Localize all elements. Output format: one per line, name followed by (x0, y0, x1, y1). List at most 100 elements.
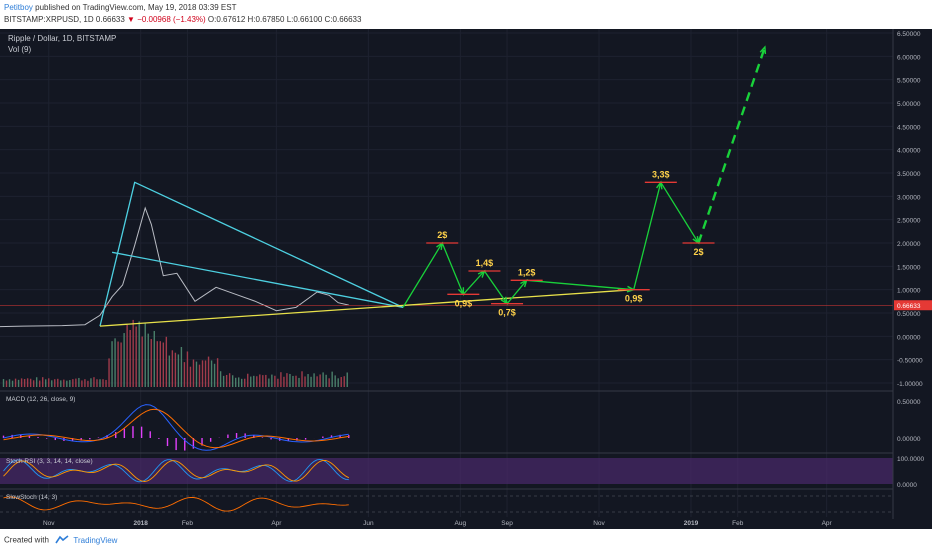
volume-bar (304, 376, 306, 387)
volume-bar (66, 380, 68, 387)
macd-hist-bar (37, 437, 39, 438)
author-link[interactable]: Petitboy (4, 3, 33, 12)
volume-bar (280, 372, 282, 387)
volume-bar (60, 380, 62, 387)
target-label: 3,3$ (652, 169, 670, 179)
macd-hist-bar (322, 436, 324, 438)
y-tick-label: -1.00000 (897, 381, 923, 388)
y-tick-label: 0.00000 (897, 334, 921, 341)
volume-bar (105, 379, 107, 387)
macd-hist-bar (123, 428, 126, 438)
macd-hist-bar (28, 435, 31, 438)
macd-hist-bar (184, 438, 186, 451)
macd-hist-bar (201, 438, 203, 446)
volume-bar (247, 373, 249, 387)
volume-bar (189, 366, 192, 387)
volume-bar (174, 352, 177, 387)
target-label: 2$ (694, 247, 704, 257)
price-tag-box (894, 300, 932, 311)
macd-hist-bar (166, 438, 169, 447)
target-label: 0,9$ (455, 298, 473, 308)
annotations: 2$ 0,9$ 1,4$ 0,7$ 1,2$ 0,9$ 3,3$ 2$ (99, 45, 767, 327)
volume-bar (186, 351, 189, 387)
tradingview-brand[interactable]: TradingView (73, 535, 118, 545)
volume-bar (265, 374, 267, 387)
volume-bar (11, 380, 14, 387)
volume-bar (228, 373, 231, 387)
macd-hist-bar (330, 435, 333, 438)
macd-hist-bar (54, 438, 56, 441)
volume-bar (81, 380, 83, 387)
volume-bar (17, 379, 20, 387)
volume-bar (117, 341, 119, 387)
high-value: H:0.67850 (247, 15, 285, 24)
volume-bar (310, 376, 312, 387)
last-price: 0.66633 (95, 15, 125, 24)
y-tick-label: 6.00000 (897, 54, 921, 61)
tradingview-logo-icon (55, 535, 69, 546)
macd-hist-bar (209, 438, 212, 442)
x-tick-label: Aug (455, 520, 467, 527)
volume-bar (26, 378, 29, 387)
volume-bar (262, 375, 264, 387)
x-tick-label: Nov (593, 520, 605, 527)
volume-bar (29, 378, 32, 387)
macd-hist-bar (140, 426, 143, 438)
volume-bar (301, 371, 303, 387)
volume-bar (295, 375, 297, 387)
volume-bar (99, 379, 101, 387)
volume-bar (14, 378, 17, 387)
volume-bar (274, 375, 276, 387)
volume-bar (253, 375, 255, 387)
x-tick-label: Jun (363, 520, 374, 527)
projection-forecast (697, 46, 767, 244)
x-tick-label: 2019 (684, 520, 699, 527)
y-tick-label: 3.00000 (897, 194, 921, 201)
volume-bar (183, 362, 186, 387)
macd-hist-bar (158, 438, 160, 439)
x-tick-label: 2018 (133, 520, 148, 527)
open-value: O:0.67612 (207, 15, 246, 24)
x-tick-label: Feb (182, 520, 194, 527)
macd-hist-bar (149, 431, 151, 438)
volume-bar (277, 378, 279, 387)
volume-bar (268, 378, 270, 387)
indicator-panes: MACD (12, 26, close, 9) Stoch RSI (3, 3, … (0, 396, 893, 513)
volume-bar (307, 374, 309, 387)
close-value: C:0.66633 (324, 15, 362, 24)
price-chart[interactable]: MACD (12, 26, close, 9) Stoch RSI (3, 3, … (0, 29, 932, 529)
volume-bar (165, 336, 168, 387)
volume-bar (259, 374, 261, 387)
macd-label: MACD (12, 26, close, 9) (6, 396, 75, 403)
volume-bar (286, 373, 288, 387)
chart-area[interactable]: MACD (12, 26, close, 9) Stoch RSI (3, 3, … (0, 29, 932, 529)
volume-bar (337, 378, 339, 387)
y-tick-label: 4.00000 (897, 148, 921, 155)
slowstoch-label: SlowStoch (14, 3) (6, 494, 57, 501)
volume-bar (93, 377, 95, 387)
y-tick-label: 2.00000 (897, 241, 921, 248)
volume-bar (283, 376, 285, 387)
y-tick-label: -0.50000 (897, 358, 923, 365)
volume-bar (8, 379, 11, 387)
x-tick-label: Nov (43, 520, 55, 527)
macd-hist-bar (175, 438, 177, 451)
volume-bar (75, 378, 77, 387)
macd-hist-bar (227, 434, 229, 438)
volume-bar (69, 380, 71, 387)
volume-bar (141, 336, 143, 387)
price-tag-label: 0.66633 (897, 303, 921, 310)
volume-bar (5, 380, 8, 387)
volume-bar (325, 374, 327, 387)
slowstoch-line (3, 496, 349, 512)
publish-info: Petitboy published on TradingView.com, M… (4, 3, 236, 12)
x-tick-label: Feb (732, 520, 744, 527)
y-tick-label: 5.00000 (897, 101, 921, 108)
footer: Created with TradingView (0, 529, 932, 550)
volume-bar (343, 376, 345, 387)
stoch-rsi-label: Stoch RSI (3, 3, 14, 14, close) (6, 458, 93, 465)
x-tick-label: Sep (501, 520, 513, 527)
volume-bar (171, 350, 174, 387)
volume-bar (45, 379, 47, 387)
triangle-outer-line (99, 181, 404, 327)
